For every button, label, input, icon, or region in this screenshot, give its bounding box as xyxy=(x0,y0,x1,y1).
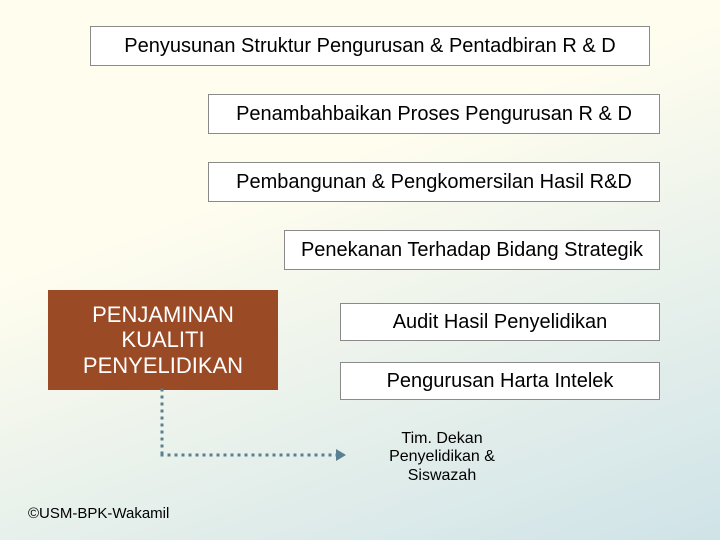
box-penjaminan-kualiti: PENJAMINAN KUALITI PENYELIDIKAN xyxy=(48,290,278,390)
box-tim-dekan: Tim. Dekan Penyelidikan & Siswazah xyxy=(352,425,532,490)
slide-root: Penyusunan Struktur Pengurusan & Pentadb… xyxy=(0,0,720,540)
box-audit: Audit Hasil Penyelidikan xyxy=(340,303,660,341)
box-strategik: Penekanan Terhadap Bidang Strategik xyxy=(284,230,660,270)
box-struktur: Penyusunan Struktur Pengurusan & Pentadb… xyxy=(90,26,650,66)
box-pembangunan: Pembangunan & Pengkomersilan Hasil R&D xyxy=(208,162,660,202)
box-proses: Penambahbaikan Proses Pengurusan R & D xyxy=(208,94,660,134)
box-harta-intelek: Pengurusan Harta Intelek xyxy=(340,362,660,400)
footer-copyright: ©USM-BPK-Wakamil xyxy=(28,505,169,522)
